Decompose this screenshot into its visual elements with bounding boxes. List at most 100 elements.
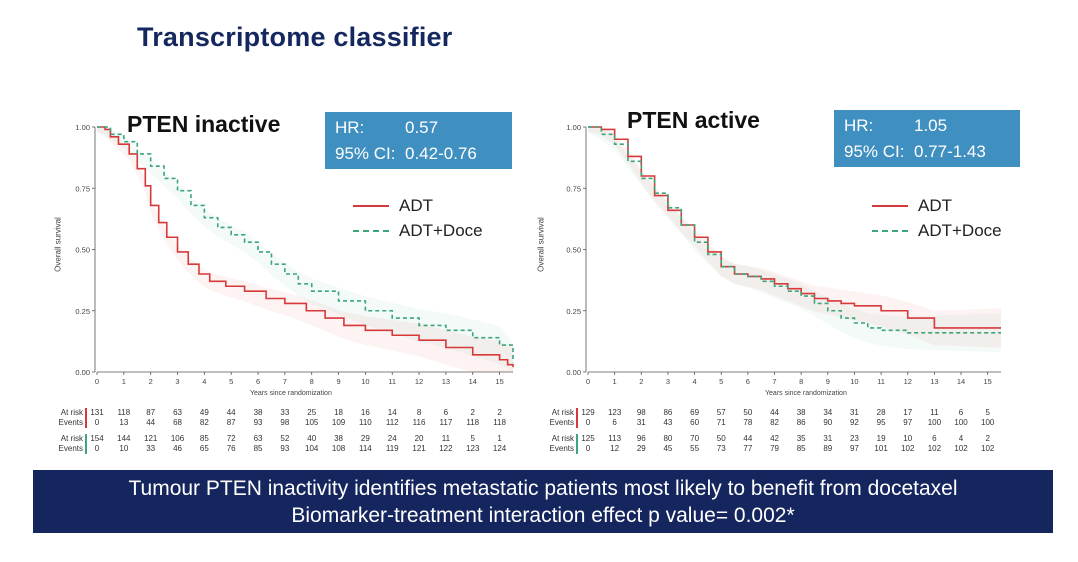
x-tick-label: 6 (256, 377, 260, 386)
risk-table-cell: 33 (280, 408, 290, 417)
risk-table-cell: 71 (716, 418, 726, 427)
x-tick-label: 13 (930, 377, 938, 386)
risk-table-cell: 17 (903, 408, 913, 417)
risk-table-cell: 1 (497, 434, 502, 443)
risk-table-cell: 31 (849, 408, 859, 417)
risk-table-cell: 118 (466, 418, 480, 427)
ci-label: 95% CI: (844, 142, 905, 161)
risk-table-cell: 112 (385, 418, 399, 427)
risk-table-cell: 55 (690, 444, 700, 453)
confidence-band-adt-doce (97, 127, 513, 372)
risk-table-cell: 93 (253, 418, 263, 427)
risk-table-cell: 124 (492, 444, 507, 453)
risk-row-label: Events (58, 418, 83, 427)
risk-table-cell: 131 (90, 408, 104, 417)
risk-table-cell: 121 (412, 444, 426, 453)
risk-table-cell: 78 (743, 418, 753, 427)
risk-table-cell: 102 (927, 444, 942, 453)
risk-group-bar-adt-doce (576, 434, 578, 454)
x-tick-label: 11 (388, 377, 396, 386)
y-tick-label: 0.25 (566, 307, 581, 316)
risk-table-cell: 102 (980, 444, 995, 453)
risk-table-cell: 90 (823, 418, 833, 427)
hr-label: HR: (335, 118, 365, 137)
risk-table-cell: 11 (930, 408, 939, 417)
x-axis-label: Years since randomization (765, 390, 847, 397)
risk-row-label: Events (58, 444, 83, 453)
risk-table-row-adt-at-risk: At risk 131 118 87 63 49 44 38 33 25 18 16 14 8 6 2 2 (40, 408, 560, 418)
risk-table-cell: 117 (439, 418, 453, 427)
x-tick-label: 10 (361, 377, 369, 386)
x-tick-label: 15 (984, 377, 992, 386)
risk-row-label: Events (549, 444, 574, 453)
risk-table-row-adt-at-risk: At risk 129 123 98 86 69 57 50 44 38 34 31 28 17 11 6 5 (530, 408, 1050, 418)
risk-table-cell: 16 (360, 408, 370, 417)
risk-table-cell: 8 (416, 408, 422, 417)
risk-table-row-adt-events: Events 0 6 31 43 60 71 78 82 86 90 92 95 97 100 100 100 (530, 418, 1050, 428)
ci-value: 0.77-1.43 (914, 142, 986, 161)
risk-table-cell: 119 (385, 444, 399, 453)
risk-table-cell: 108 (331, 444, 346, 453)
x-tick-label: 5 (229, 377, 233, 386)
risk-table-cell: 34 (823, 408, 833, 417)
y-tick-label: 0.75 (75, 184, 90, 193)
y-tick-label: 1.00 (566, 123, 581, 132)
y-axis-label: Overall survival (536, 217, 546, 272)
risk-table-cell: 98 (636, 408, 646, 417)
y-tick-label: 0.00 (75, 368, 90, 377)
risk-table-cell: 129 (581, 408, 595, 417)
risk-table-cell: 72 (226, 434, 236, 443)
y-axis-label: Overall survival (53, 217, 63, 272)
risk-table-cell: 6 (612, 418, 617, 427)
risk-table-cell: 38 (796, 408, 806, 417)
risk-table-cell: 69 (690, 408, 700, 417)
risk-table-cell: 76 (226, 444, 236, 453)
banner-line-1: Tumour PTEN inactivity identifies metast… (128, 477, 958, 500)
risk-table-cell: 20 (414, 434, 424, 443)
risk-table-cell: 12 (610, 444, 620, 453)
risk-table-cell: 87 (146, 408, 156, 417)
risk-table-cell: 85 (199, 434, 209, 443)
risk-table-cell: 85 (253, 444, 263, 453)
risk-table-row-doce-at-risk: At risk 154 144 121 106 85 72 63 52 40 38 29 24 20 11 5… (40, 434, 560, 444)
risk-table-cell: 57 (716, 408, 726, 417)
legend-swatch-adt-doce (353, 229, 389, 232)
risk-table-cell: 6 (443, 408, 449, 417)
risk-table-cell: 114 (358, 444, 372, 453)
x-tick-label: 12 (415, 377, 423, 386)
risk-group-bar-adt (576, 408, 578, 428)
km-curve-adt (97, 126, 514, 368)
risk-table-cell: 82 (770, 418, 779, 427)
risk-table-cell: 113 (608, 434, 622, 443)
risk-table-cell: 87 (226, 418, 236, 427)
legend: ADT ADT+Doce (353, 193, 483, 243)
x-tick-label: 5 (719, 377, 723, 386)
x-tick-label: 3 (175, 377, 179, 386)
x-tick-label: 4 (202, 377, 206, 386)
risk-table-cell: 2 (497, 408, 502, 417)
risk-table-cell: 123 (466, 444, 480, 453)
hazard-ratio-box: HR: 1.05 95% CI: 0.77-1.43 (834, 110, 1020, 167)
x-tick-label: 1 (613, 377, 617, 386)
risk-table-cell: 5 (470, 434, 475, 443)
y-tick-label: 1.00 (75, 123, 90, 132)
risk-table-cell: 6 (958, 408, 964, 417)
legend-swatch-adt (872, 204, 908, 207)
risk-table-cell: 52 (280, 434, 290, 443)
risk-table-cell: 95 (876, 418, 886, 427)
legend-label-adt-doce: ADT+Doce (399, 220, 483, 240)
risk-table-cell: 109 (331, 418, 346, 427)
risk-table-cell: 80 (663, 434, 673, 443)
risk-table-cell: 73 (716, 444, 726, 453)
x-tick-label: 3 (666, 377, 670, 386)
risk-table-cell: 97 (903, 418, 913, 427)
km-panel-pten-active: 0.00 0.25 0.50 0.75 1.00 0 1 2 3 4 5 6 7 8 9 10 11 12 13 14… (530, 100, 1050, 460)
risk-table-cell: 31 (636, 418, 646, 427)
hazard-ratio-box: HR: 0.57 95% CI: 0.42-0.76 (325, 112, 512, 169)
risk-table-cell: 100 (954, 418, 968, 427)
slide-title: Transcriptome classifier (137, 22, 453, 52)
risk-table-row-adt-events: Events 0 13 44 68 82 87 93 98 105 109 110 112 116 117 1… (40, 418, 560, 428)
risk-table-cell: 38 (334, 434, 343, 443)
x-tick-label: 7 (283, 377, 287, 386)
x-tick-label: 15 (495, 377, 503, 386)
